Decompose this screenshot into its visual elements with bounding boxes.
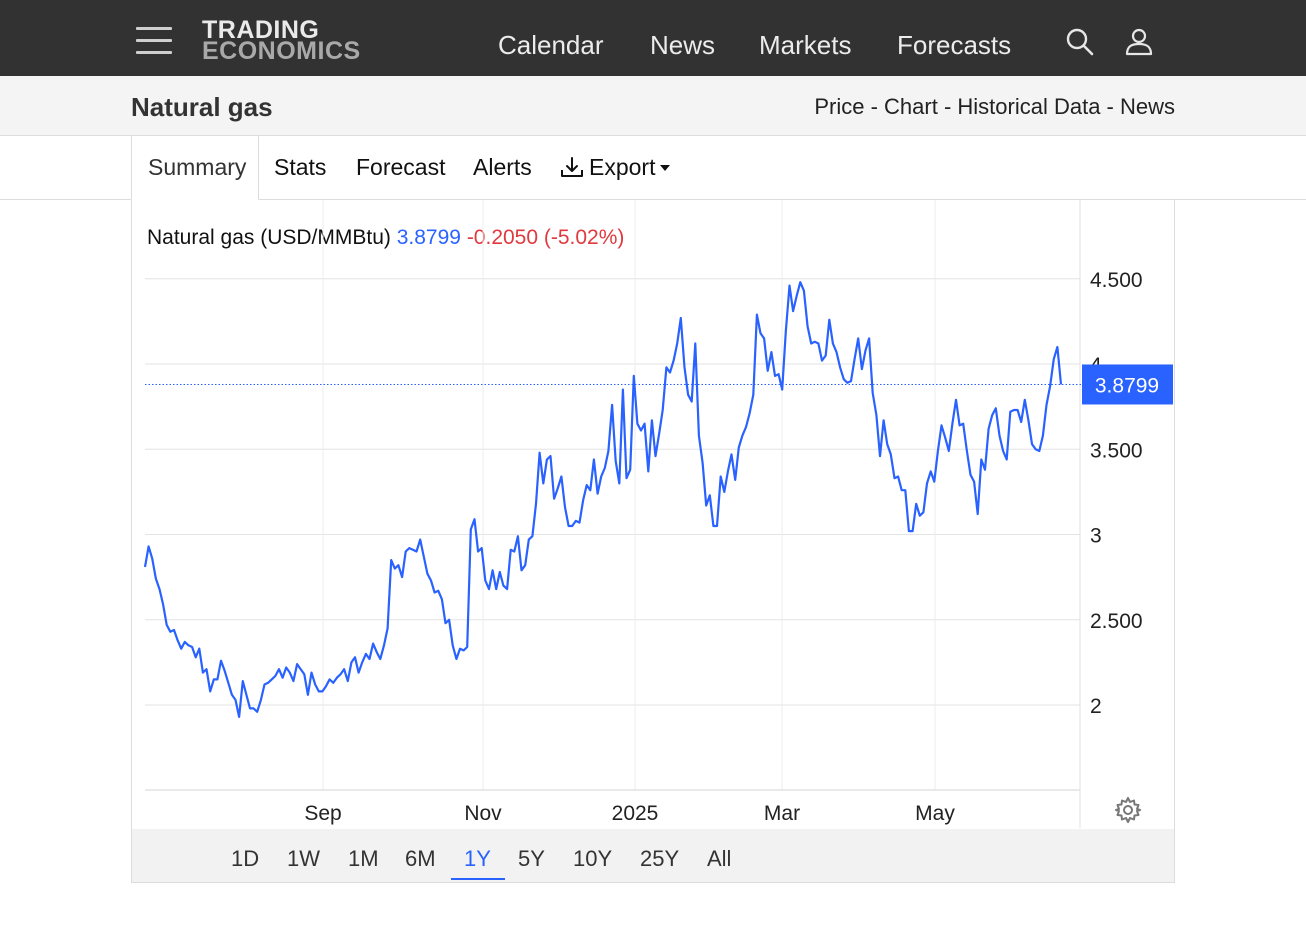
time-range-selector (131, 829, 1175, 883)
menu-icon[interactable] (136, 27, 172, 55)
current-price: 3.8799 (396, 226, 461, 249)
nav-calendar[interactable]: Calendar (498, 30, 604, 60)
nav-forecasts[interactable]: Forecasts (897, 30, 1012, 60)
range-25y[interactable]: 25Y (640, 846, 680, 871)
range-6m[interactable]: 6M (405, 846, 436, 871)
page-title: Natural gas (131, 92, 273, 122)
range-1m[interactable]: 1M (348, 846, 379, 871)
page-section-links[interactable]: Price - Chart - Historical Data - News (814, 94, 1175, 119)
tab-summary-label: Summary (148, 154, 247, 180)
search-icon[interactable] (1064, 26, 1096, 58)
chart-panel (131, 200, 1175, 830)
tab-forecast[interactable]: Forecast (356, 154, 446, 180)
trading-economics-logo[interactable]: TRADING ECONOMICS (202, 16, 361, 65)
range-10y[interactable]: 10Y (573, 846, 613, 871)
user-icon[interactable] (1123, 26, 1155, 58)
content-tabs: Summary Stats Forecast Alerts Export (0, 135, 1306, 200)
price-change: -0.2050 (-5.02%) (466, 226, 625, 249)
range-1d[interactable]: 1D (231, 846, 260, 871)
range-5y[interactable]: 5Y (518, 846, 545, 871)
page-header: Natural gas Price - Chart - Historical D… (0, 76, 1306, 136)
range-all[interactable]: All (707, 846, 732, 871)
nav-news[interactable]: News (650, 30, 716, 60)
nav-markets[interactable]: Markets (759, 30, 852, 60)
instrument-name: Natural gas (USD/MMBtu) (147, 226, 391, 249)
range-1y[interactable]: 1Y (464, 846, 491, 871)
active-range-indicator (451, 878, 505, 880)
download-icon (561, 156, 583, 177)
tab-stats[interactable]: Stats (274, 154, 327, 180)
tab-summary[interactable]: Summary (131, 135, 259, 200)
export-label: Export (589, 154, 656, 180)
logo-line-1: TRADING (202, 16, 320, 44)
caret-down-icon (660, 164, 671, 171)
range-1w[interactable]: 1W (287, 846, 320, 871)
top-navigation-bar: TRADING ECONOMICS Calendar News Markets … (0, 0, 1306, 76)
tab-alerts[interactable]: Alerts (473, 154, 532, 180)
logo-line-2: ECONOMICS (202, 37, 361, 65)
export-button[interactable]: Export (559, 154, 672, 181)
chart-settings-gear-icon[interactable] (1113, 795, 1143, 825)
chart-quote-header: Natural gas (USD/MMBtu) 3.8799 -0.2050 (… (147, 226, 624, 250)
